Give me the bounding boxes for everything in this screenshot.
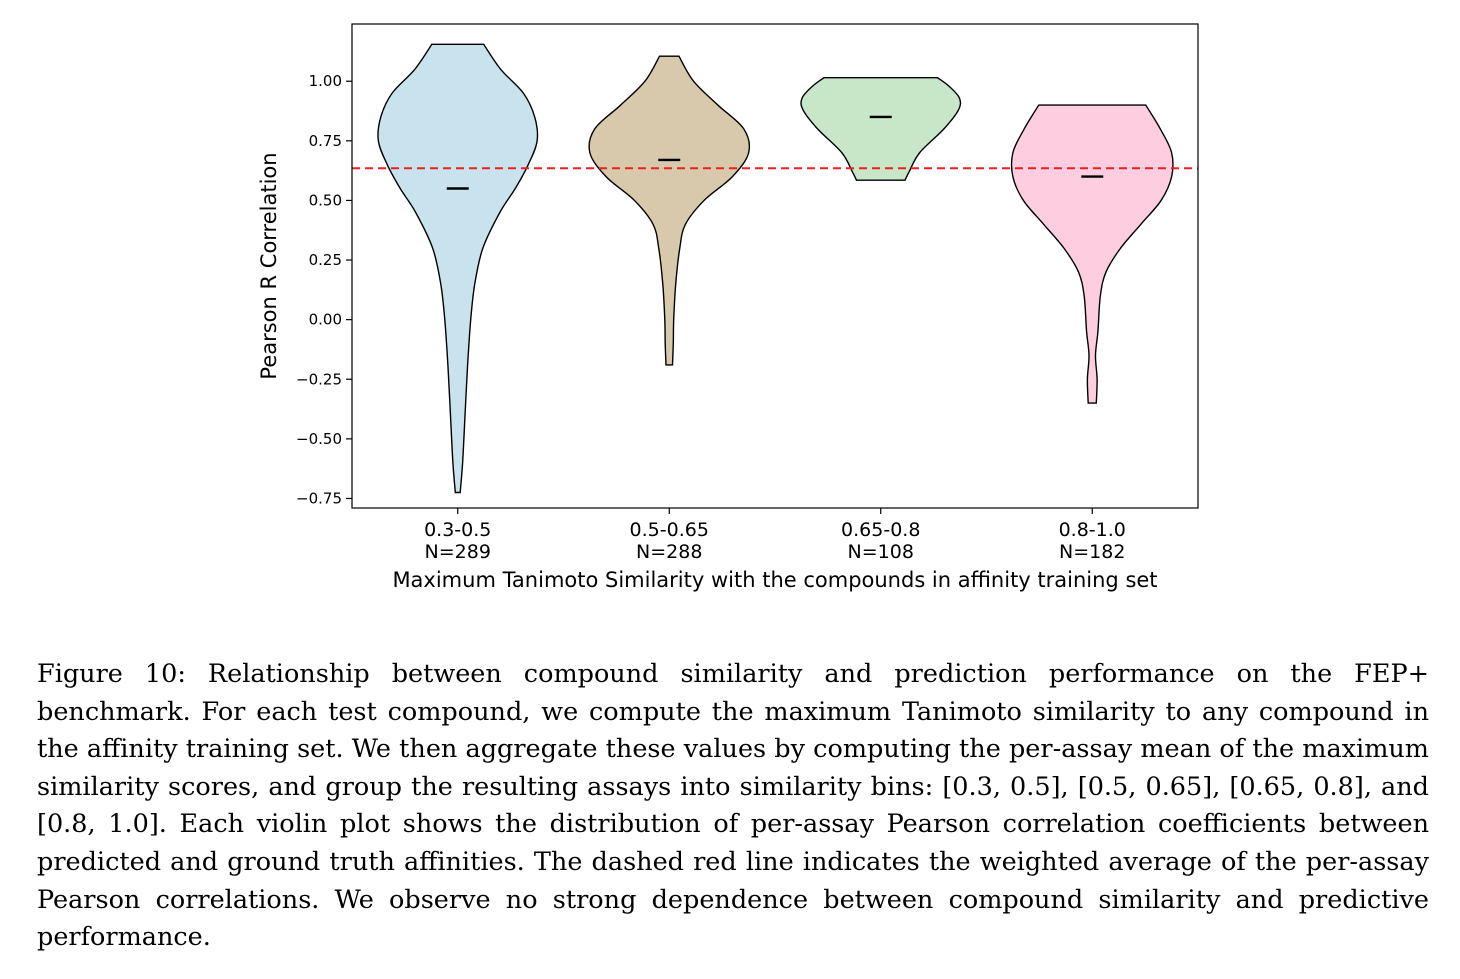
figure-caption: Figure 10: Relationship between compound… [37, 659, 1429, 953]
x-tick-count-label: N=288 [636, 541, 702, 563]
x-tick-label: 0.65-0.8 [841, 519, 920, 541]
x-axis-title: Maximum Tanimoto Similarity with the com… [392, 568, 1157, 592]
y-axis-title: Pearson R Correlation [257, 152, 281, 379]
y-axis: −0.75 −0.50 −0.25 0.00 0.25 0.50 0.75 1.00 [296, 72, 352, 507]
y-tick-label: 0.50 [309, 191, 342, 209]
y-tick-label: 0.00 [309, 311, 342, 329]
x-tick-label: 0.8-1.0 [1059, 519, 1126, 541]
mean-marker-group [446, 115, 1104, 190]
x-axis: 0.3-0.5N=289 0.5-0.65N=288 0.65-0.8N=108 0.… [424, 508, 1126, 563]
y-tick-label: −0.25 [296, 370, 342, 388]
y-tick-label: 0.25 [309, 251, 342, 269]
x-tick-label: 0.3-0.5 [424, 519, 491, 541]
x-tick-label: 0.5-0.65 [630, 519, 709, 541]
violin-body [800, 76, 962, 181]
violin-group [377, 43, 1174, 494]
x-tick-count-label: N=289 [425, 541, 491, 563]
y-tick-label: 1.00 [309, 72, 342, 90]
plot-frame [351, 23, 1199, 509]
x-tick-count-label: N=182 [1059, 541, 1125, 563]
violin-body [1010, 104, 1174, 404]
y-tick-label: 0.75 [309, 132, 342, 150]
violin-body [588, 55, 751, 366]
y-tick-label: −0.75 [296, 489, 342, 507]
violin-chart: −0.75 −0.50 −0.25 0.00 0.25 0.50 0.75 1.00 0.3-… [257, 23, 1199, 592]
violin-body [377, 43, 539, 494]
x-tick-count-label: N=108 [848, 541, 914, 563]
y-tick-label: −0.50 [296, 430, 342, 448]
